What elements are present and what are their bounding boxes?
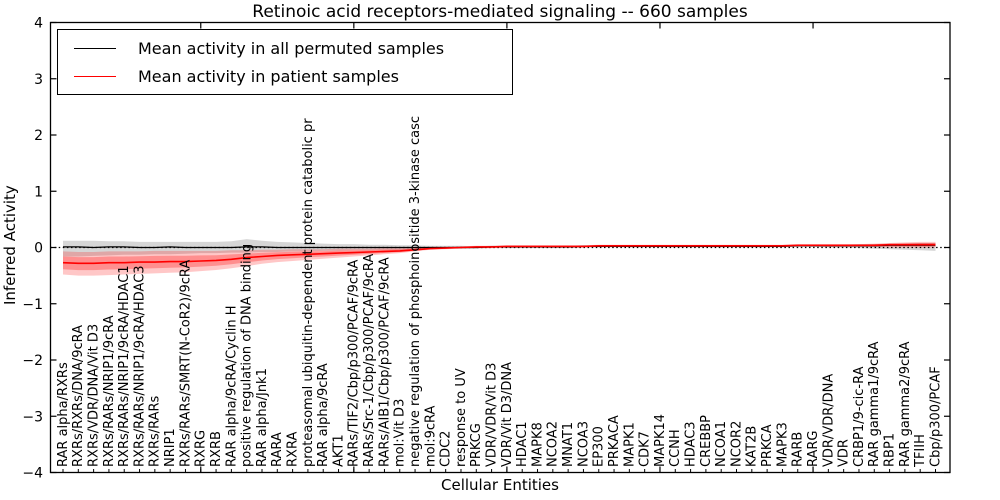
x-category-label: CDK7: [638, 431, 653, 467]
x-category-label: NCOA1: [714, 421, 729, 467]
x-category-label: RXRs/RARs/SMRT(N-CoR2)/9cRA: [178, 260, 193, 467]
x-category-label: HDAC1: [515, 421, 530, 467]
x-axis-label: Cellular Entities: [441, 476, 559, 494]
x-category-label: RARs/TIF2/Cbp/p300/PCAF/9cRA: [347, 260, 362, 467]
x-category-label: RARs/AIB1/Cbp/p300/PCAF/9cRA: [377, 257, 392, 467]
x-category-label: RAR alpha/Jnk1: [255, 368, 270, 467]
x-category-label: MAPK3: [775, 422, 790, 467]
x-category-label: CCNH: [668, 429, 683, 467]
legend: Mean activity in all permuted samples Me…: [57, 29, 513, 95]
legend-item-permuted: Mean activity in all permuted samples: [74, 34, 512, 62]
x-category-label: Cbp/p300/PCAF: [928, 366, 943, 467]
y-tick-label: 3: [34, 72, 43, 88]
x-category-label: RXRs/RARs/NRIP1/9cRA: [102, 315, 117, 467]
x-category-label: negative regulation of phosphoinositide …: [408, 116, 423, 467]
x-category-label: RXRB: [209, 431, 224, 467]
x-category-label: VDR: [837, 439, 852, 467]
x-category-label: RXRs/RARs: [148, 395, 163, 467]
x-category-label: TFIIH: [913, 434, 928, 468]
x-category-label: NCOA2: [546, 421, 561, 467]
x-category-label: PRKCG: [469, 423, 484, 467]
x-category-label: MAPK1: [622, 422, 637, 467]
y-axis-label: Inferred Activity: [1, 185, 19, 305]
x-category-label: response to UV: [454, 368, 469, 467]
x-category-label: VDR/VDR/DNA: [821, 374, 836, 467]
y-tick-label: −1: [22, 297, 43, 313]
x-category-label: RAR alpha/9cRA/Cyclin H: [224, 306, 239, 467]
x-category-label: RXRG: [194, 430, 209, 467]
y-tick-label: −2: [22, 353, 43, 369]
x-category-label: mol:9cRA: [423, 405, 438, 467]
legend-line-patient: [74, 75, 116, 77]
x-category-label: RARs/Src-1/Cbp/p300/PCAF/9cRA: [362, 254, 377, 467]
x-category-label: MNAT1: [561, 422, 576, 467]
x-category-label: RXRs/RARs/NRIP1/9cRA/HDAC3: [132, 265, 147, 467]
confidence-band-permuted: [63, 239, 936, 257]
legend-line-permuted: [74, 47, 116, 49]
x-category-label: NRIP1: [163, 428, 178, 467]
x-category-label: RAR alpha/9cRA: [316, 363, 331, 467]
x-category-label: RARB: [791, 432, 806, 467]
x-category-label: VDR/Vit D3/DNA: [500, 362, 515, 467]
x-category-label: NCOR2: [729, 421, 744, 467]
x-category-label: RXRA: [286, 432, 301, 467]
x-category-label: CREBBP: [699, 415, 714, 467]
y-tick-label: −4: [22, 466, 43, 482]
y-tick-label: 4: [34, 16, 43, 32]
x-category-label: MAPK8: [530, 422, 545, 467]
x-category-label: proteasomal ubiquitin-dependent protein …: [301, 118, 316, 467]
x-category-label: EP300: [592, 426, 607, 467]
x-category-label: AKT1: [331, 434, 346, 467]
x-category-label: RAR gamma1/9cRA: [867, 341, 882, 467]
y-tick-label: 0: [34, 241, 43, 257]
x-category-label: positive regulation of DNA binding: [240, 244, 255, 467]
x-category-label: RAR alpha/RXRs: [56, 362, 71, 467]
x-category-label: PRKCA: [760, 424, 775, 467]
legend-label-permuted: Mean activity in all permuted samples: [138, 38, 445, 58]
y-tick-label: 2: [34, 128, 43, 144]
x-category-label: KAT2B: [745, 426, 760, 467]
x-category-label: CDC2: [439, 431, 454, 467]
x-category-label: RXRs/RXRs/DNA/9cRA: [71, 325, 86, 467]
x-category-label: RXRs/RARs/NRIP1/9cRA/HDAC1: [117, 265, 132, 467]
x-category-label: RARA: [270, 432, 285, 467]
y-tick-label: 1: [34, 184, 43, 200]
series-line-patient: [62, 243, 936, 265]
x-category-label: mol:Vit D3: [393, 399, 408, 467]
x-category-label: RARG: [806, 430, 821, 467]
x-category-label: RXRs/VDR/DNA/Vit D3: [87, 324, 102, 467]
x-category-label: RAR gamma2/9cRA: [898, 341, 913, 467]
x-category-label: CRBP1/9-cic-RA: [852, 366, 867, 467]
legend-label-patient: Mean activity in patient samples: [138, 66, 399, 86]
confidence-band-patient-outer: [63, 241, 936, 276]
x-category-label: HDAC3: [684, 421, 699, 467]
x-category-label: VDR/VDR/Vit D3: [485, 363, 500, 467]
y-tick-label: −3: [22, 409, 43, 425]
x-category-label: RBP1: [883, 433, 898, 467]
x-category-label: PRKACA: [607, 415, 622, 467]
x-category-label: NCOA3: [576, 421, 591, 467]
legend-item-patient: Mean activity in patient samples: [74, 62, 512, 90]
x-category-label: MAPK14: [653, 414, 668, 467]
chart-title: Retinoic acid receptors-mediated signali…: [252, 2, 748, 22]
